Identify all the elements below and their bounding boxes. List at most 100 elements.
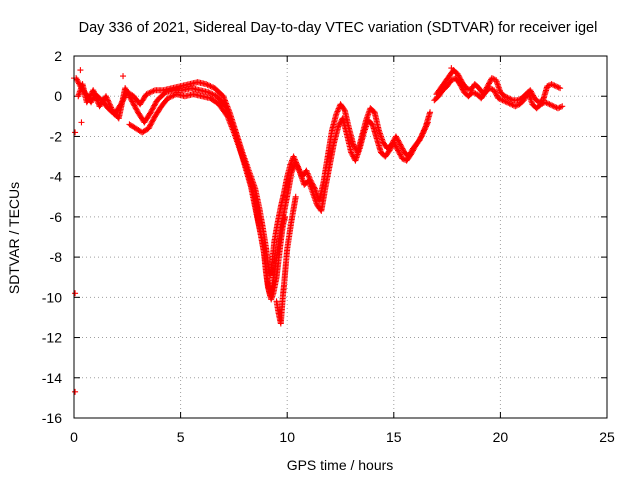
data-point [544,83,551,90]
data-point [129,99,136,106]
y-tick-label: -14 [42,370,62,386]
data-point [223,112,230,119]
data-point [506,100,513,107]
y-tick-label: 0 [54,88,62,104]
data-point [164,95,171,102]
data-point [74,77,81,84]
data-point [204,81,211,88]
data-point [421,127,428,134]
data-point [126,93,133,100]
data-point [448,65,455,72]
y-tick-label: -8 [50,249,63,265]
data-point [512,103,519,110]
data-point [149,88,156,95]
data-point [396,140,403,147]
data-point [292,159,299,166]
data-point [521,95,528,102]
data-point [205,89,212,96]
data-point [123,87,130,94]
data-point [85,95,92,102]
data-point [127,95,134,102]
data-point [208,83,215,90]
data-point [132,105,139,112]
x-tick-label: 0 [70,429,78,445]
data-point [75,80,82,87]
y-tick-label: -6 [50,209,63,225]
data-point [550,103,557,110]
data-point [514,97,521,104]
data-point [289,166,296,173]
y-tick-label: -10 [42,289,62,305]
data-point [549,102,556,109]
data-point [103,94,110,101]
data-point [549,81,556,88]
data-point [469,89,476,96]
data-point [408,150,415,157]
data-point [492,89,499,96]
data-point [396,150,403,157]
data-point [127,94,134,101]
data-point [393,134,400,141]
data-point [150,103,157,110]
y-tick-label: -16 [42,410,62,426]
y-tick-label: -4 [50,169,63,185]
data-point [493,91,500,98]
data-point [486,79,493,86]
data-point [293,161,300,168]
data-point [418,133,425,140]
data-point [545,100,552,107]
data-point [392,143,399,150]
data-point [394,136,401,143]
data-point [294,163,301,170]
data-point [77,67,84,74]
data-point [86,93,93,100]
data-point [490,75,497,82]
data-point [454,71,461,78]
data-point [129,98,136,105]
data-point [293,162,300,169]
data-point [150,116,157,123]
data-point [289,168,296,175]
data-point [488,85,495,92]
data-point [417,134,424,141]
data-point [520,97,527,104]
data-point [407,151,414,158]
data-point [145,125,152,132]
data-point [296,168,303,175]
data-point [555,84,562,91]
data-points [71,65,566,395]
data-point [72,290,79,297]
data-point [552,83,559,90]
data-point [130,101,137,108]
data-point [152,101,159,108]
data-point [106,100,113,107]
data-point [500,97,507,104]
data-point [508,96,515,103]
data-point [557,103,564,110]
data-point [149,105,156,112]
data-point [132,103,139,110]
data-point [133,106,140,113]
data-point [395,148,402,155]
data-point [488,75,495,82]
data-point [122,86,129,93]
data-point [503,93,510,100]
data-point [295,166,302,173]
chart-title: Day 336 of 2021, Sidereal Day-to-day VTE… [79,20,598,36]
data-point [458,83,465,90]
data-point [104,97,111,104]
data-point [513,102,520,109]
data-point [419,132,426,139]
data-point [334,108,341,115]
data-point [288,169,295,176]
data-point [144,90,151,97]
data-point [333,109,340,116]
data-point [419,130,426,137]
data-point [290,153,297,160]
data-point [397,141,404,148]
data-point [333,111,340,118]
data-point [557,85,564,92]
